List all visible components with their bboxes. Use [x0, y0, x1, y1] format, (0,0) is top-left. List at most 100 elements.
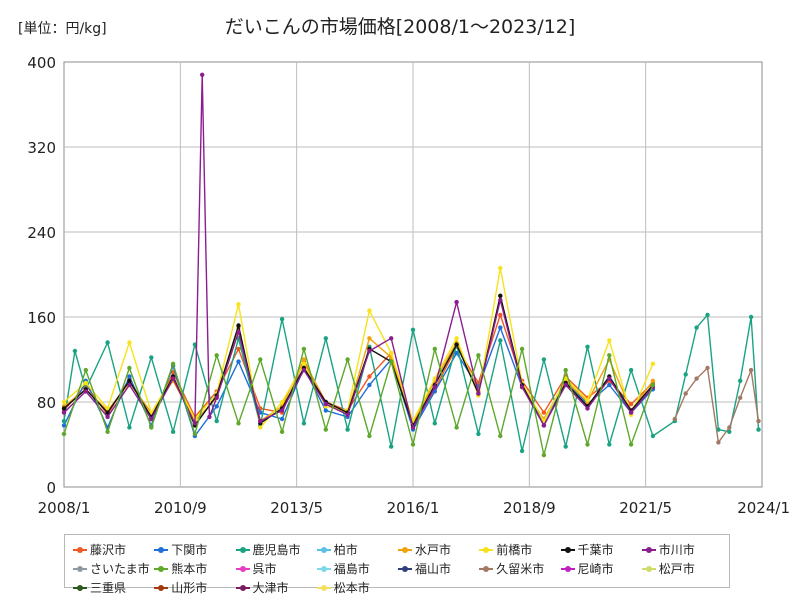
legend-label: 久留米市: [496, 562, 545, 576]
data-point: [672, 416, 677, 422]
data-point: [301, 361, 307, 366]
legend-marker: [641, 545, 656, 555]
legend-label: 三重県: [90, 581, 127, 595]
data-point: [192, 421, 198, 426]
data-point: [716, 440, 721, 445]
data-point: [650, 433, 656, 439]
data-point: [105, 429, 110, 434]
data-point: [476, 431, 481, 437]
legend-item: 久留米市: [479, 560, 560, 577]
data-point: [127, 425, 132, 430]
legend-marker: [235, 583, 250, 593]
legend-item: 三重県: [73, 579, 154, 596]
x-tick-label: 2010/9: [154, 499, 207, 517]
unit-label: [単位：円/kg]: [18, 21, 107, 37]
data-point: [563, 382, 568, 388]
data-point: [149, 416, 154, 422]
legend-marker: [398, 564, 412, 574]
data-point: [541, 357, 547, 362]
legend-label: 呉市: [252, 562, 277, 576]
data-point: [61, 399, 67, 405]
legend-marker: [479, 564, 494, 574]
legend-label: 柏市: [333, 543, 358, 557]
x-tick-label: 2016/1: [387, 499, 440, 517]
data-point: [756, 418, 761, 424]
data-point: [519, 346, 525, 352]
x-tick-label: 2013/5: [270, 499, 323, 517]
series-line: [63, 314, 760, 452]
y-axis-ticks: 0 80 160 240 320 400: [27, 54, 56, 497]
data-point: [727, 429, 732, 434]
data-point: [585, 344, 590, 349]
data-point: [585, 397, 590, 403]
legend-label: さいたま市: [90, 562, 150, 576]
data-point: [498, 297, 503, 303]
y-tick-label: 400: [27, 54, 56, 72]
legend-label: 千葉市: [577, 543, 614, 557]
data-point: [748, 367, 754, 373]
data-point: [72, 348, 78, 354]
legend-label: 前橋市: [496, 543, 533, 557]
legend-label: 市川市: [658, 543, 695, 557]
x-tick-label: 2008/1: [38, 499, 91, 517]
legend-item: 大津市: [235, 579, 317, 596]
data-point: [323, 336, 328, 341]
data-point: [127, 378, 132, 383]
legend-marker: [73, 545, 87, 555]
y-tick-label: 160: [27, 309, 56, 327]
data-point: [389, 350, 394, 356]
data-point: [214, 418, 219, 424]
data-point: [236, 323, 241, 328]
data-point: [498, 433, 503, 439]
data-point: [498, 338, 503, 343]
legend-marker: [154, 545, 169, 555]
data-point: [323, 401, 328, 407]
data-point: [389, 359, 394, 364]
legend-label: 福山市: [415, 562, 452, 576]
legend-marker: [235, 564, 250, 574]
legend-marker: [479, 545, 494, 555]
data-point: [563, 376, 568, 381]
series-13: [672, 365, 761, 445]
legend-item: 千葉市: [560, 541, 642, 558]
data-point: [519, 448, 525, 454]
legend-item: 柏市: [316, 541, 398, 558]
data-point: [323, 408, 328, 413]
x-tick-label: 2018/9: [503, 499, 556, 517]
data-point: [410, 425, 416, 430]
data-point: [454, 425, 459, 430]
data-point: [476, 353, 481, 358]
legend-marker: [641, 564, 656, 574]
data-point: [214, 404, 219, 409]
data-point: [607, 442, 612, 447]
legend-label: 山形市: [171, 581, 208, 595]
data-point: [705, 365, 710, 371]
legend-label: 大津市: [252, 581, 289, 595]
data-point: [236, 421, 241, 426]
data-point: [61, 418, 67, 424]
legend-item: 山形市: [154, 579, 235, 596]
data-point: [650, 361, 656, 366]
data-point: [105, 406, 110, 411]
x-axis-ticks: 2008/1 2010/9 2013/5 2016/1 2018/9 2021/5 2024…: [38, 499, 790, 517]
series-layer: [61, 72, 761, 458]
data-point: [367, 433, 372, 439]
data-point: [301, 357, 307, 362]
data-point: [628, 442, 634, 447]
legend-item: 下関市: [154, 541, 235, 558]
legend-item: 松本市: [316, 579, 398, 596]
data-point: [738, 395, 743, 400]
data-point: [83, 367, 89, 373]
data-point: [367, 308, 372, 313]
data-point: [367, 336, 372, 341]
data-point: [563, 444, 568, 449]
data-point: [170, 429, 176, 434]
legend-item: 藤沢市: [73, 541, 154, 558]
data-point: [279, 416, 285, 422]
legend-item: 熊本市: [154, 560, 235, 577]
data-point: [607, 353, 612, 358]
data-point: [83, 380, 89, 386]
data-point: [650, 378, 656, 383]
data-point: [628, 410, 634, 415]
data-point: [61, 410, 67, 415]
